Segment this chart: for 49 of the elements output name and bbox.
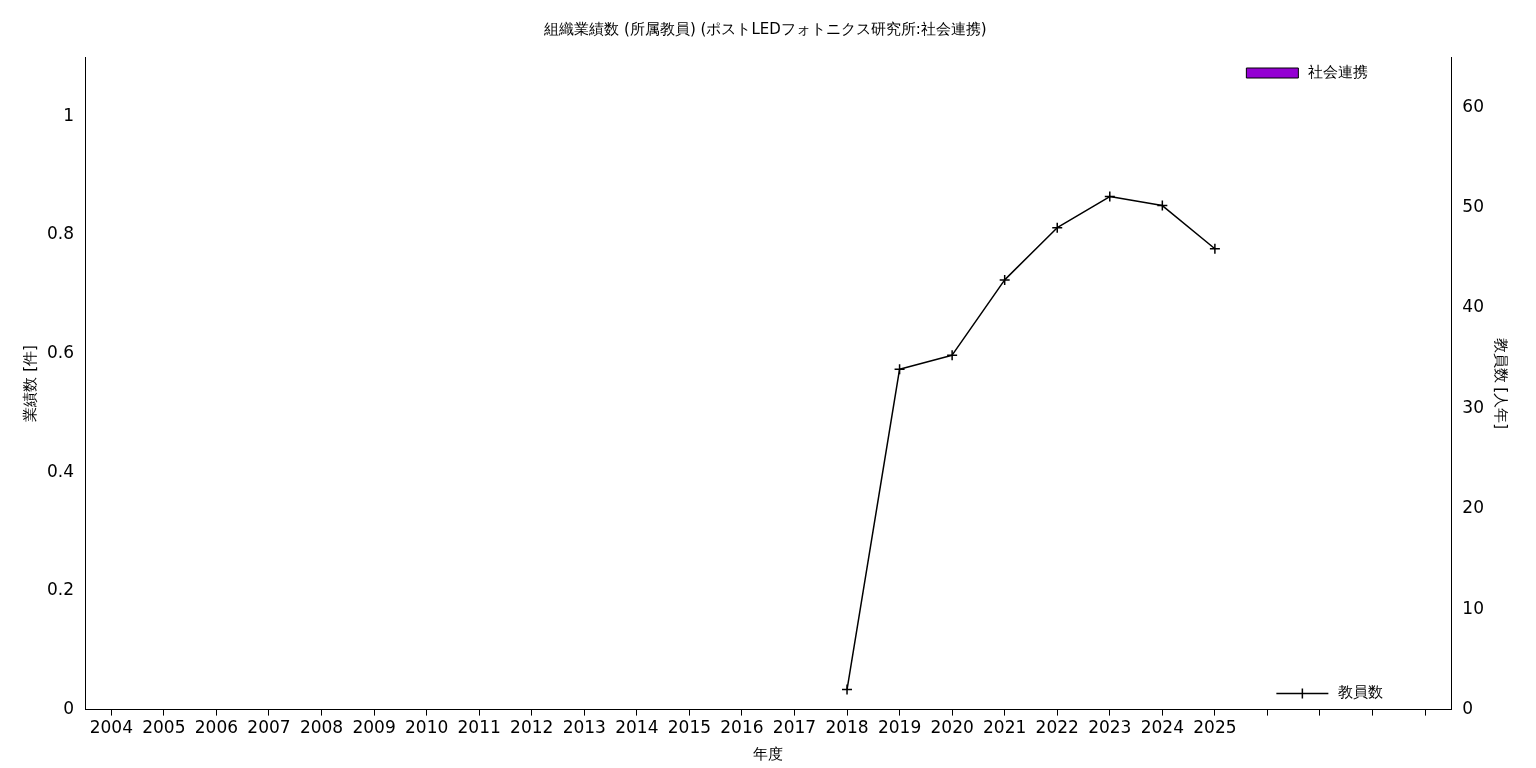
- x-tick-label: 2016: [720, 717, 764, 738]
- chart-title: 組織業績数 (所属教員) (ポストLEDフォトニクス研究所:社会連携): [543, 19, 987, 38]
- y2-tick-label: 20: [1462, 497, 1485, 518]
- x-tick-label: 2024: [1140, 717, 1184, 738]
- y-tick-label: 0.4: [46, 460, 75, 481]
- y-axis-title: 業績数 [件]: [20, 345, 39, 422]
- x-tick-label: 2017: [772, 717, 817, 738]
- legend-label: 社会連携: [1308, 62, 1369, 81]
- x-tick-label: 2008: [299, 717, 344, 738]
- point: [946, 349, 958, 361]
- x-tick-label: 2023: [1088, 717, 1132, 738]
- x-tick-label: 2005: [142, 717, 186, 738]
- x-tick-label: 2021: [983, 717, 1027, 738]
- x-tick-label: 2019: [877, 717, 922, 738]
- point: [1209, 243, 1221, 255]
- point: [1156, 199, 1169, 212]
- y2-tick-label: 10: [1462, 597, 1485, 618]
- x-axis-title: 年度: [753, 744, 784, 763]
- x-tick-label: 2011: [457, 717, 501, 738]
- x-tick-label: 2004: [89, 717, 133, 738]
- x-tick-label: 2006: [194, 717, 239, 738]
- y-tick-label: 1: [63, 104, 75, 125]
- x-tick-label: 2025: [1193, 717, 1237, 738]
- x-tick-label: 2014: [615, 717, 659, 738]
- x-tick-label: 2012: [510, 717, 554, 738]
- x-tick-label: 2020: [930, 717, 974, 738]
- x-tick-label: 2015: [667, 717, 712, 738]
- y-tick-label: 0.8: [46, 223, 75, 244]
- y2-tick-label: 60: [1462, 95, 1485, 116]
- legend-label: 教員数: [1338, 683, 1384, 702]
- point: [1051, 221, 1063, 234]
- x-tick-label: 2013: [562, 717, 606, 738]
- x-tick-label: 2007: [247, 717, 291, 738]
- y2-tick-label: 40: [1462, 296, 1485, 317]
- point: [1104, 190, 1116, 203]
- y-tick-label: 0.6: [46, 342, 75, 363]
- y2-tick-label: 30: [1462, 396, 1485, 417]
- x-tick-label: 2018: [825, 717, 869, 738]
- y-tick-label: 0: [63, 698, 75, 719]
- y2-tick-label: 0: [1462, 698, 1474, 719]
- x-tick-label: 2022: [1035, 717, 1079, 738]
- point: [841, 683, 853, 696]
- point: [893, 363, 906, 375]
- y2-tick-label: 50: [1462, 196, 1485, 217]
- point: [998, 274, 1011, 286]
- x-tick-label: 2010: [404, 717, 449, 738]
- y2-axis-title: 教員数 [人年]: [1492, 337, 1511, 430]
- y-tick-label: 0.2: [46, 579, 75, 600]
- x-tick-label: 2009: [352, 717, 396, 738]
